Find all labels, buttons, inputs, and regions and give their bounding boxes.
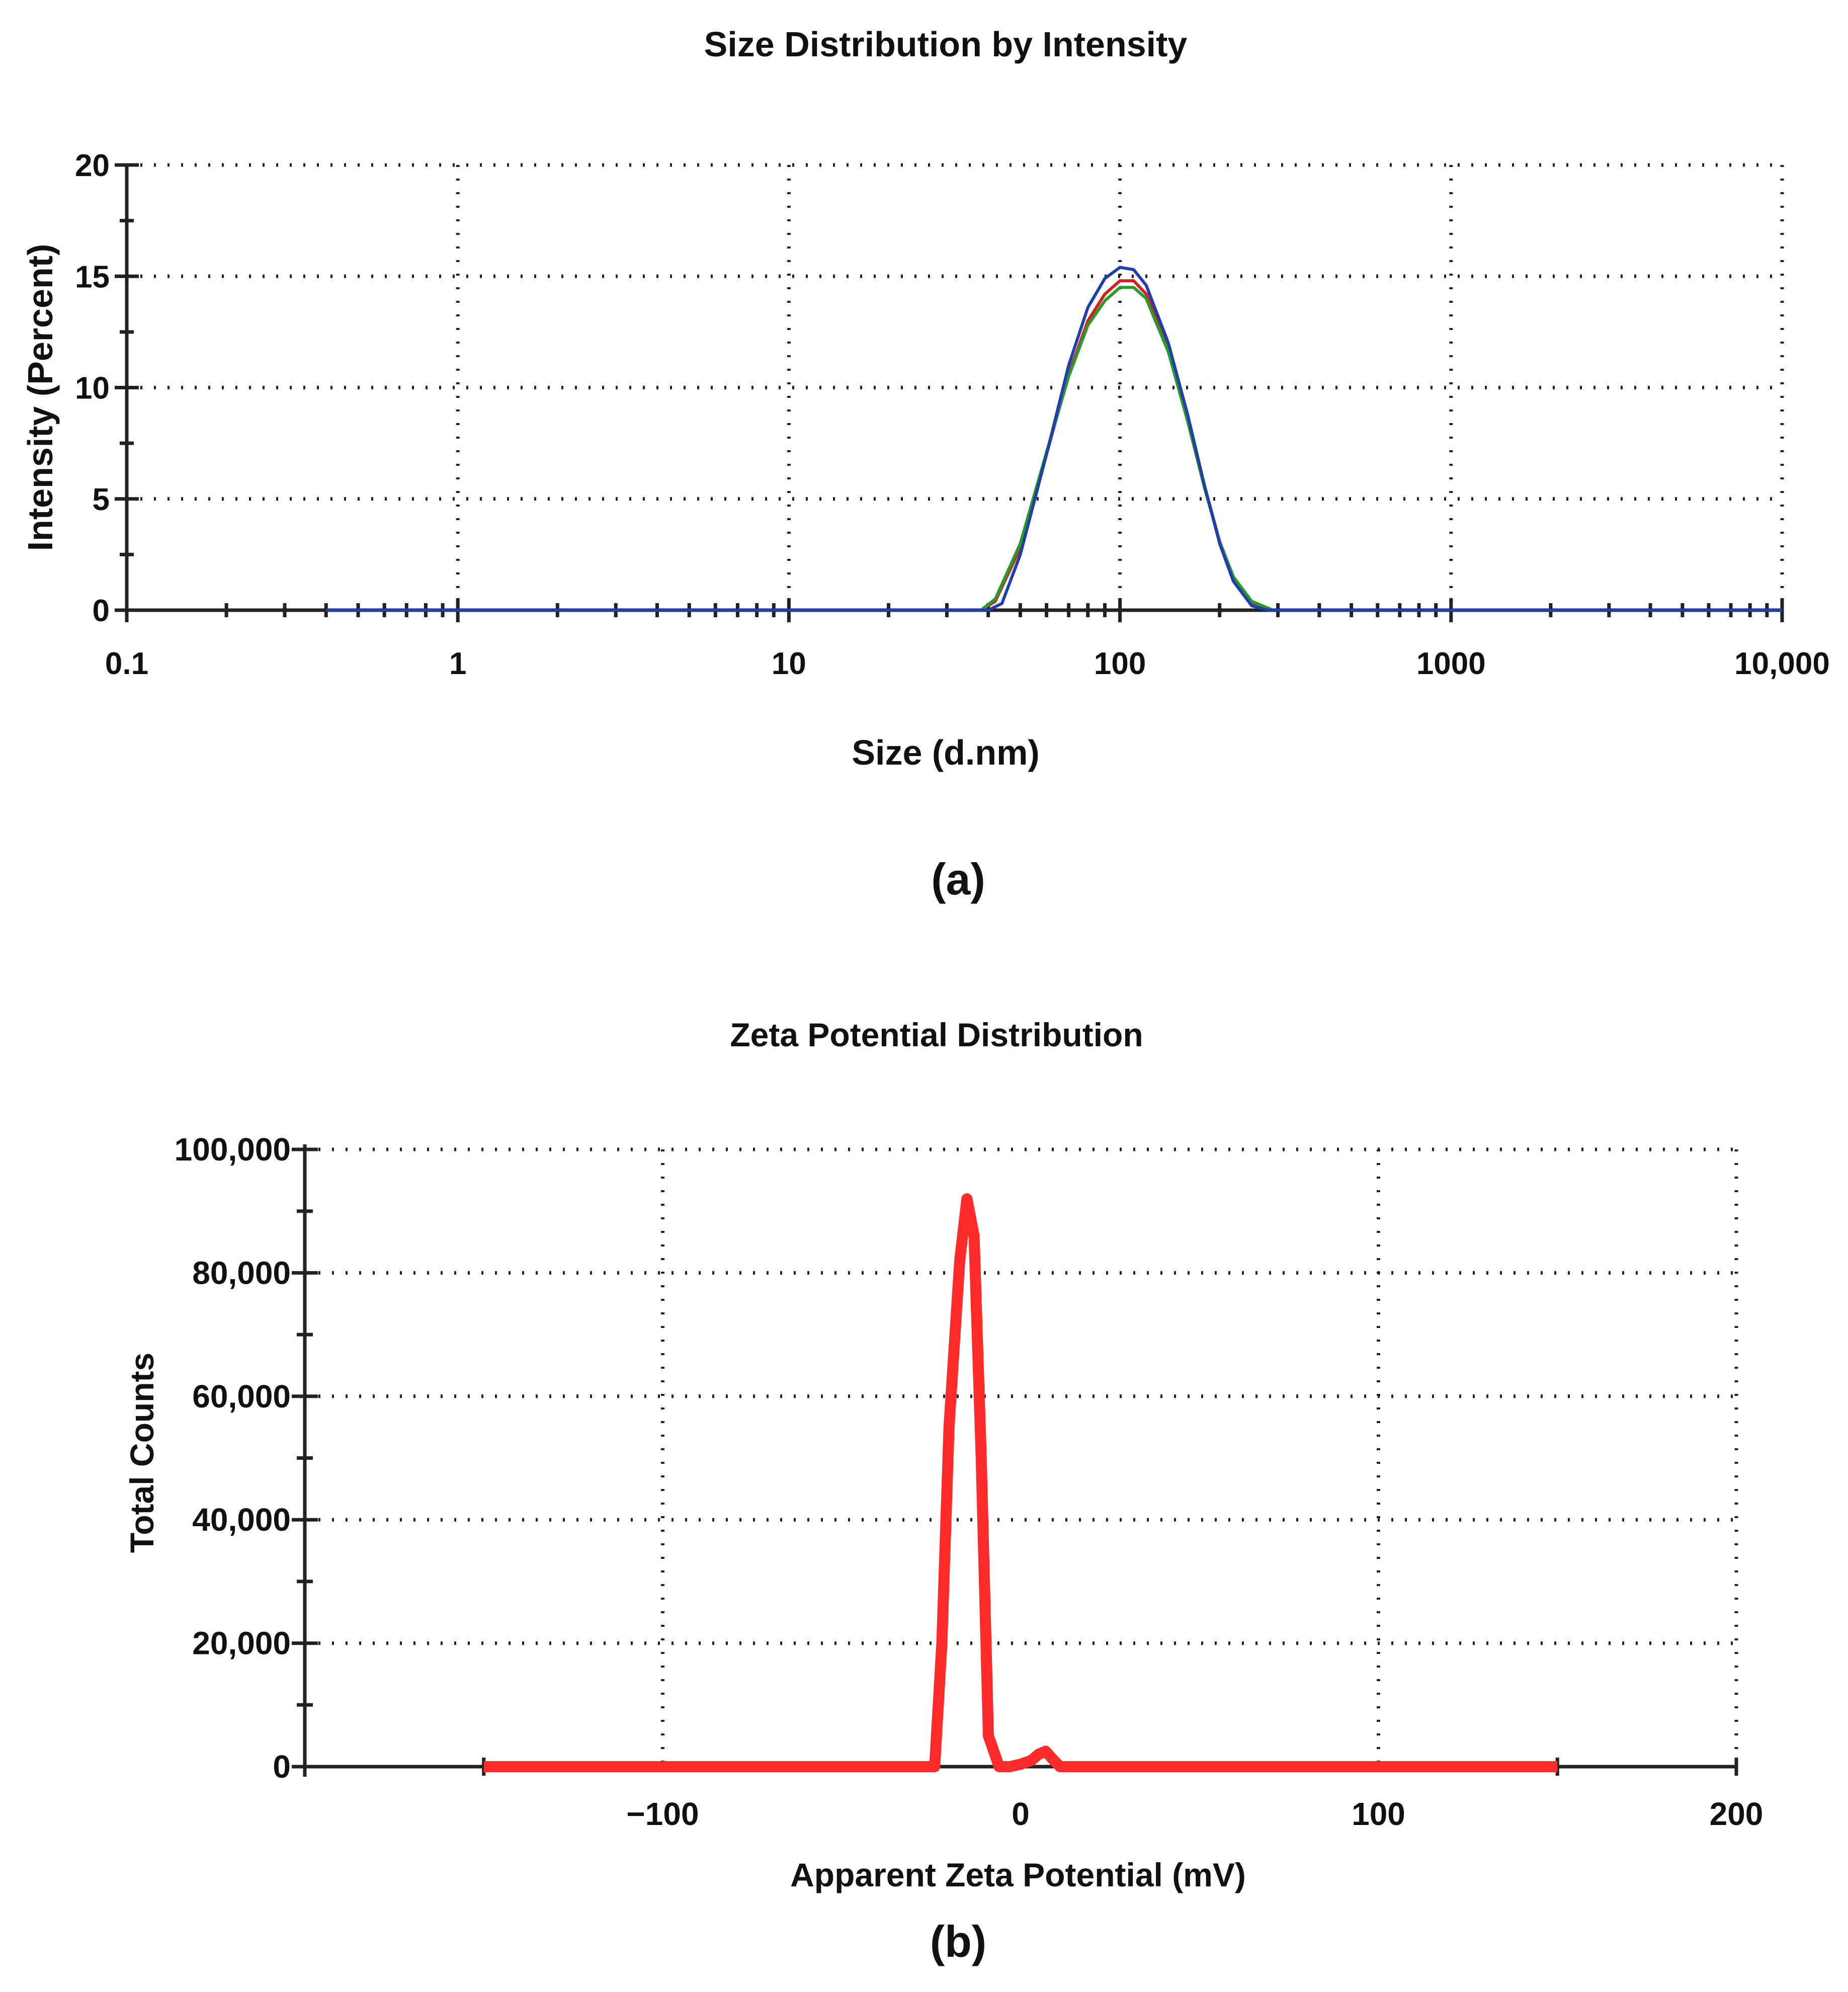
chart-b-title: Zeta Potential Distribution — [730, 1016, 1143, 1053]
chart-a-y-tick-label: 5 — [93, 482, 110, 517]
chart-a-y-tick-label: 20 — [75, 148, 110, 183]
chart-b-x-tick-label: 100 — [1352, 1796, 1405, 1832]
chart-a-series — [326, 266, 1782, 612]
chart-b-y-tick-label: 60,000 — [192, 1378, 291, 1415]
size-distribution-chart: Size Distribution by Intensity 0.1 1 10 100… — [21, 25, 1830, 904]
chart-b-x-axis-label: Apparent Zeta Potential (mV) — [790, 1856, 1246, 1893]
chart-b-grid — [305, 1147, 1738, 1767]
chart-a-x-tick-label: 10 — [772, 646, 806, 681]
chart-a-x-axis-label: Size (d.nm) — [852, 733, 1039, 772]
chart-b-series-line-1 — [483, 1193, 1558, 1772]
chart-b-y-tick-label: 80,000 — [192, 1255, 291, 1291]
chart-a-series-line-2 — [326, 286, 1782, 612]
chart-b-series — [483, 1193, 1558, 1772]
chart-b-axes — [292, 1144, 1738, 1777]
chart-b-y-tick-label: 20,000 — [192, 1625, 291, 1662]
chart-b-x-tick-label: 0 — [1012, 1796, 1030, 1832]
chart-a-series-line-3 — [326, 266, 1782, 612]
chart-a-x-tick-label: 1 — [449, 646, 466, 681]
chart-a-y-tick-label: 10 — [75, 371, 110, 406]
chart-a-title: Size Distribution by Intensity — [704, 25, 1188, 64]
chart-a-tick-labels: 0.1 1 10 100 1000 10,000 0 5 10 15 20 — [75, 148, 1830, 681]
chart-a-x-tick-label: 1000 — [1416, 646, 1486, 681]
chart-a-x-tick-label: 100 — [1094, 646, 1146, 681]
chart-a-y-axis-label: Intensity (Percent) — [21, 244, 60, 551]
chart-b-panel-label: (b) — [930, 1917, 986, 1966]
chart-a-panel-label: (a) — [931, 854, 985, 904]
chart-a-x-tick-label: 10,000 — [1734, 646, 1830, 681]
chart-a-x-tick-label: 0.1 — [105, 646, 148, 681]
chart-b-y-tick-label: 40,000 — [192, 1502, 291, 1538]
chart-b-y-tick-label: 100,000 — [175, 1131, 291, 1168]
chart-a-axes — [115, 163, 1784, 622]
chart-a-grid — [127, 163, 1784, 610]
chart-a-y-tick-label: 15 — [75, 260, 110, 294]
chart-a-series-line-1 — [326, 279, 1782, 612]
chart-b-y-axis-label: Total Counts — [123, 1353, 160, 1553]
chart-b-y-tick-label: 0 — [273, 1749, 291, 1785]
chart-b-x-tick-label: −100 — [626, 1796, 699, 1832]
zeta-potential-chart: Zeta Potential Distribution −100 0 100 200 0… — [123, 1016, 1763, 1966]
chart-b-x-tick-label: 200 — [1710, 1796, 1763, 1832]
chart-a-y-tick-label: 0 — [93, 594, 110, 628]
chart-b-tick-labels: −100 0 100 200 0 20,000 40,000 60,000 80,000 100,… — [175, 1131, 1763, 1832]
